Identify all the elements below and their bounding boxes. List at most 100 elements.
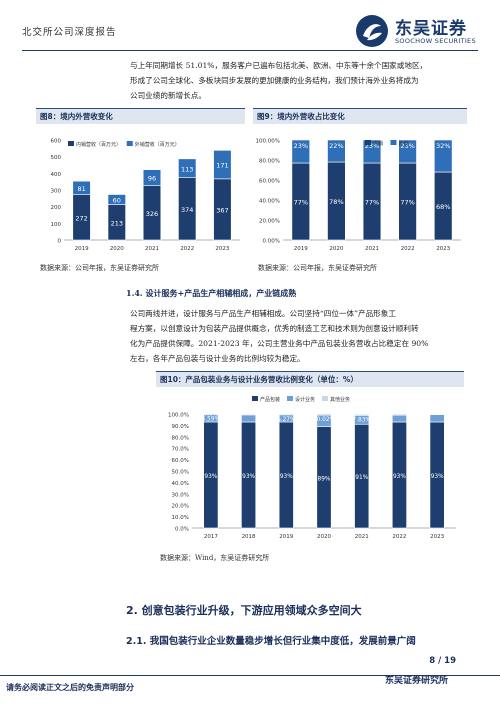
x-tick-label: 2023 (215, 246, 229, 252)
data-label: 374 (181, 206, 193, 214)
y-tick-label: 80.00% (259, 159, 280, 165)
data-label: 1.34% (315, 411, 334, 417)
y-tick-label: 100.00% (256, 139, 280, 145)
data-label: 326 (146, 210, 158, 218)
data-label: 91% (355, 475, 368, 481)
legend-swatch (322, 396, 328, 401)
data-label: 1.00% (353, 411, 372, 417)
intro-line: 形成了公司全球化、多板块同步发展的更加健康的业务结构，我们预计海外业务将成为 (130, 76, 419, 85)
y-tick-label: 60.0% (172, 458, 189, 464)
y-tick-label: 0 (58, 239, 62, 245)
legend-label: 产品包装 (260, 396, 280, 403)
data-label: 89% (318, 476, 331, 482)
legend-swatch (126, 141, 133, 146)
section-1-4-heading: 1.4. 设计服务+产品生产相辅相成，产业链成熟 (126, 288, 297, 298)
legend-label: 内销 (373, 140, 383, 147)
section-2-1-heading: 2.1. 我国包装行业企业数量稳步增长但行业集中度低，发展前景广阔 (126, 636, 416, 647)
para-line: 化为产品提供保障。2021-2023 年，公司主营业务中产品包装业务营收占比稳定… (130, 339, 429, 348)
y-tick-label: 40.0% (172, 481, 189, 487)
data-label: 96 (148, 175, 156, 183)
data-label: 93% (431, 474, 444, 480)
data-label: 22% (329, 142, 343, 150)
legend-label: 设计业务 (295, 396, 315, 403)
figure10-chart: 0.0% 10.0% 20.0% 30.0% 40.0% 50.0% 60.0% 70.0% 8… (168, 396, 456, 540)
bar-segment (362, 139, 382, 164)
figure9-source: 数据来源：公司年报，东吴证券研究所 (258, 264, 377, 272)
y-tick-label: 70.0% (172, 447, 189, 453)
x-tick-label: 2022 (401, 246, 415, 252)
brand-name-en: SOOCHOW SECURITIES (395, 37, 476, 45)
intro-paragraph: 与上年同期增长 51.01%，服务客户已遍布包括北美、欧洲、中东等十余个国家或地… (130, 58, 470, 103)
y-tick-label: 100.0% (168, 413, 189, 419)
x-tick-label: 2019 (279, 534, 293, 540)
data-label: 23% (400, 142, 414, 150)
data-label: 93% (280, 474, 293, 480)
y-tick-label: 20.0% (172, 504, 189, 510)
data-label: 10.02% (313, 417, 336, 423)
y-tick-label: 500 (51, 155, 62, 161)
y-tick-label: 0.0% (175, 527, 189, 533)
y-tick-label: 300 (51, 189, 62, 195)
x-tick-label: 2021 (365, 246, 379, 252)
data-label: 23% (294, 142, 308, 150)
data-label: 1.18% (390, 411, 409, 417)
figure8-source: 数据来源：公司年报，东吴证券研究所 (40, 264, 159, 272)
report-type-label: 北交所公司深度报告 (22, 27, 117, 38)
bar-segment (354, 413, 370, 416)
data-label: 7.83% (353, 417, 372, 423)
legend-swatch (365, 140, 371, 145)
data-label: 32% (436, 142, 450, 150)
bar-segment (178, 158, 197, 178)
data-label: 77% (294, 199, 308, 207)
y-tick-label: 400 (51, 172, 62, 178)
disclaimer-link[interactable]: 请务必阅读正文之后的免责声明部分 (6, 682, 134, 692)
figure10-caption: 图10：产品包装业务与设计业务营收比例变化（单位：%） (156, 371, 464, 387)
figure8-caption: 图8：境内外营收变化 (36, 108, 245, 124)
x-tick-label: 2021 (355, 534, 369, 540)
x-tick-label: 2022 (180, 246, 194, 252)
y-tick-label: 10.0% (172, 515, 189, 521)
data-label: 81 (77, 185, 85, 193)
section-1-4-paragraph: 公司两线并进，设计服务与产品生产相辅相成。公司坚持“四位一体”产品形象工 程方案… (130, 306, 475, 366)
data-label: 213 (111, 219, 123, 227)
data-label: 113 (181, 165, 193, 173)
bar-segment (241, 413, 257, 416)
para-line: 公司两线并进，设计服务与产品生产相辅相成。公司坚持“四位一体”产品形象工 (130, 309, 396, 318)
legend-swatch (390, 140, 397, 145)
bar-segment (241, 414, 257, 423)
data-label: 78% (329, 198, 343, 206)
bar-segment (278, 413, 294, 416)
bar-segment (142, 169, 162, 186)
data-label: 6.27% (277, 417, 296, 423)
data-label: 93% (204, 474, 217, 480)
footer-divider (0, 675, 500, 676)
header-divider (22, 50, 478, 51)
legend-label: 内销营收（百万元） (76, 141, 121, 148)
data-label: 272 (75, 214, 87, 222)
legend-swatch (252, 396, 258, 401)
para-line: 程方案，以创意设计为包装产品提供概念，优秀的制造工艺和技术则为创意设计顺利转 (130, 324, 419, 333)
legend-swatch (68, 141, 74, 146)
data-label: 171 (216, 162, 228, 170)
bar-segment (316, 413, 332, 416)
data-label: 1.03% (277, 411, 296, 417)
bar-segment (398, 139, 417, 164)
x-tick-label: 2018 (242, 534, 256, 540)
y-tick-label: 90.0% (172, 424, 189, 430)
y-tick-label: 100 (51, 222, 62, 228)
data-label: 60 (113, 197, 121, 205)
section-2-heading: 2. 创意包装行业升级，下游应用领域众多空间大 (126, 604, 362, 617)
intro-line: 公司业绩的新增长点。 (130, 91, 206, 100)
bar-segment (429, 413, 445, 415)
y-tick-label: 50.0% (172, 470, 189, 476)
bar-segment (203, 414, 219, 423)
brand-name-cn: 东吴证券 (395, 19, 467, 39)
legend-label: 外销营收（百万元） (135, 141, 180, 148)
y-tick-label: 30.0% (172, 492, 189, 498)
data-label: 23% (365, 142, 379, 150)
bar-segment (434, 139, 453, 173)
x-tick-label: 2017 (204, 534, 218, 540)
brand-logo-icon (356, 15, 388, 47)
x-tick-label: 2022 (392, 534, 406, 540)
x-tick-label: 2023 (436, 246, 450, 252)
